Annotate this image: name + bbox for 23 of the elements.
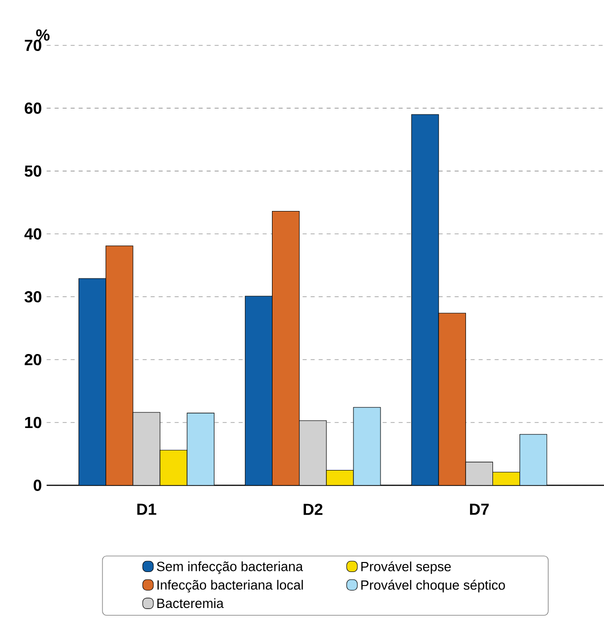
bar (438, 312, 466, 486)
bar (106, 246, 134, 486)
legend-label: Sem infecção bacteriana (156, 561, 303, 574)
bar (299, 420, 327, 486)
y-tick-label: 20 (24, 354, 42, 366)
y-tick-label: 70 (24, 40, 42, 51)
x-tick-label: D7 (470, 504, 489, 515)
legend-label: Infecção bacteriana local (158, 580, 303, 592)
y-tick-label: 40 (24, 228, 42, 240)
legend-label: Provável choque séptico (361, 580, 505, 592)
legend-label: Bacteremia (157, 598, 224, 608)
y-tick-label: 30 (24, 291, 42, 302)
y-tick-label: 50 (24, 165, 42, 177)
x-tick-label: D2 (304, 504, 322, 515)
bar (465, 462, 494, 486)
bar (132, 412, 160, 486)
x-tick-label: D1 (137, 504, 156, 515)
legend-label: Provável sepse (361, 561, 451, 574)
y-tick-label: 10 (25, 416, 42, 428)
y-axis-title: % (36, 29, 50, 41)
y-tick-label: 0 (34, 480, 42, 491)
bar (272, 211, 300, 486)
y-tick-label: 60 (24, 102, 42, 114)
